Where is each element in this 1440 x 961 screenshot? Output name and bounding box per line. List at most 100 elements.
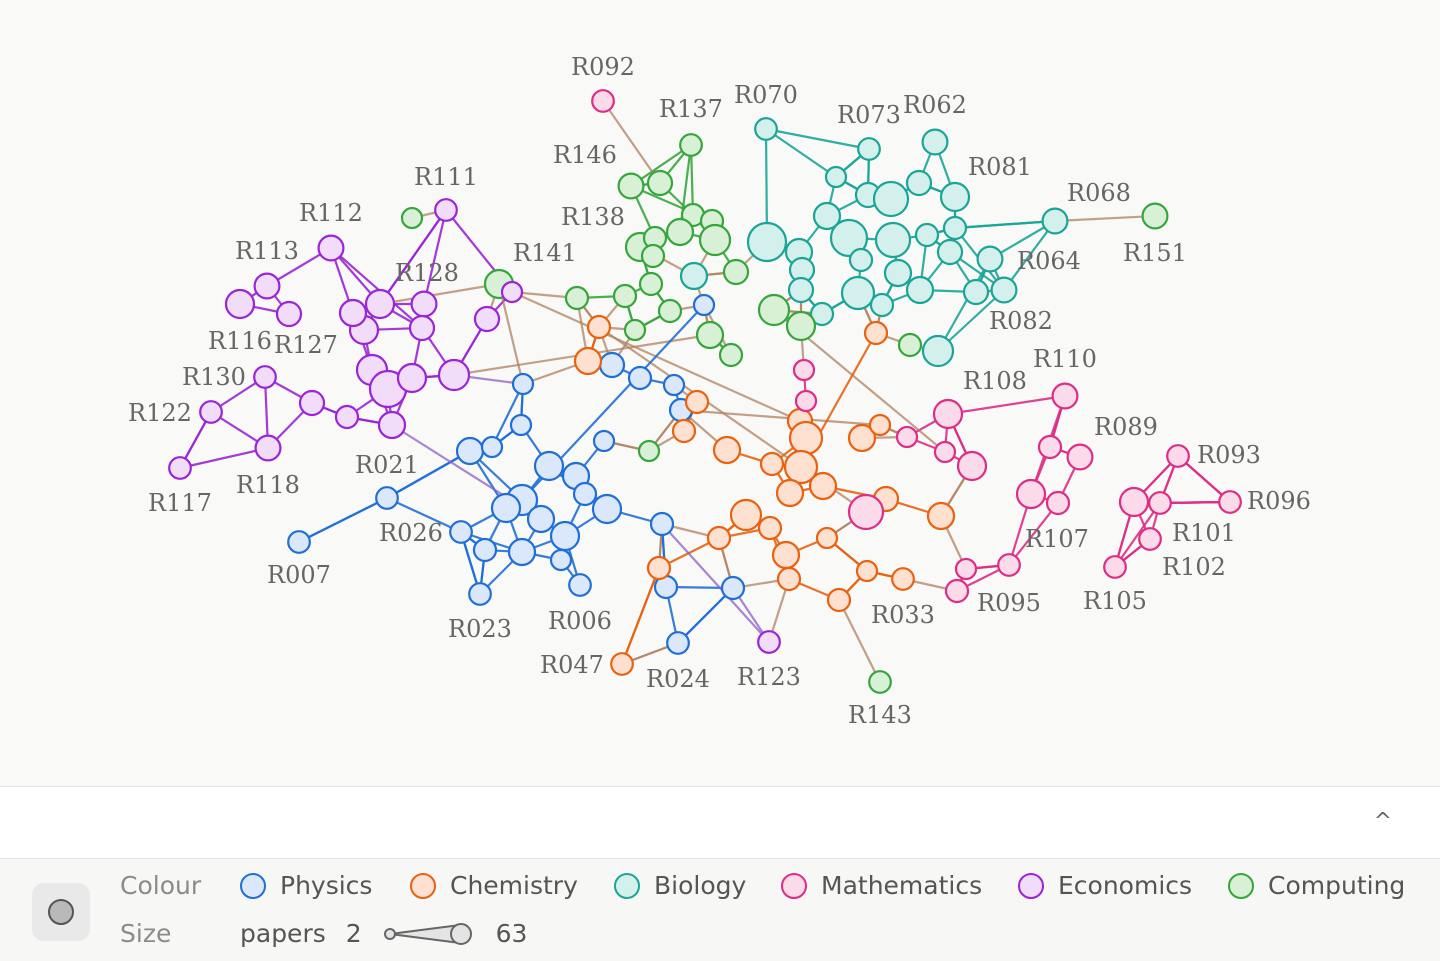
- node[interactable]: [275, 300, 303, 328]
- node[interactable]: [787, 276, 815, 304]
- node[interactable]: [473, 305, 501, 333]
- node[interactable]: [679, 261, 709, 291]
- node[interactable]: [692, 293, 716, 317]
- node[interactable]: [480, 435, 504, 459]
- node[interactable]: [944, 578, 970, 604]
- legend-item-biology[interactable]: Biology: [614, 871, 746, 900]
- node[interactable]: [954, 557, 978, 581]
- node[interactable]: [511, 372, 535, 396]
- node-r021[interactable]: [375, 486, 399, 510]
- node[interactable]: [757, 293, 791, 327]
- legend-item-economics[interactable]: Economics: [1018, 871, 1192, 900]
- node[interactable]: [722, 258, 750, 286]
- network-graph-canvas[interactable]: R092 R137 R070 R073 R062 R081 R068 R151 R064 R082…: [0, 0, 1440, 786]
- node[interactable]: [895, 425, 919, 449]
- node[interactable]: [759, 451, 785, 477]
- node[interactable]: [868, 413, 892, 437]
- node[interactable]: [612, 283, 638, 309]
- node[interactable]: [364, 288, 396, 320]
- node[interactable]: [809, 301, 835, 327]
- node[interactable]: [883, 258, 913, 288]
- node[interactable]: [592, 429, 616, 453]
- node[interactable]: [783, 449, 819, 485]
- node[interactable]: [572, 481, 598, 507]
- node-r073[interactable]: [857, 137, 881, 161]
- node-r047[interactable]: [610, 652, 634, 676]
- node[interactable]: [490, 492, 522, 524]
- node-r062[interactable]: [921, 128, 949, 156]
- node[interactable]: [808, 471, 838, 501]
- node[interactable]: [776, 566, 802, 592]
- node-r026[interactable]: [449, 520, 473, 544]
- node-r146[interactable]: [617, 172, 645, 200]
- node-r033[interactable]: [891, 567, 915, 591]
- node-r137[interactable]: [679, 133, 703, 157]
- node[interactable]: [646, 555, 672, 581]
- node[interactable]: [684, 389, 710, 415]
- node-r143[interactable]: [868, 670, 892, 694]
- node[interactable]: [586, 314, 612, 340]
- node-r113[interactable]: [253, 272, 281, 300]
- node[interactable]: [897, 332, 923, 358]
- node[interactable]: [408, 314, 436, 342]
- node-r064[interactable]: [976, 245, 1004, 273]
- node[interactable]: [564, 285, 590, 311]
- node-r006[interactable]: [568, 573, 592, 597]
- node[interactable]: [729, 498, 763, 532]
- node[interactable]: [646, 169, 674, 197]
- node[interactable]: [933, 440, 957, 464]
- node[interactable]: [757, 515, 783, 541]
- node[interactable]: [665, 217, 695, 247]
- node[interactable]: [869, 292, 895, 318]
- node-r102[interactable]: [1138, 527, 1162, 551]
- node[interactable]: [400, 206, 424, 230]
- node-r112[interactable]: [317, 234, 345, 262]
- node-r081[interactable]: [939, 181, 971, 213]
- node-r082[interactable]: [990, 276, 1018, 304]
- node[interactable]: [847, 423, 877, 453]
- node-r070[interactable]: [754, 117, 778, 141]
- node-r122[interactable]: [199, 400, 223, 424]
- node-r068[interactable]: [1041, 207, 1069, 235]
- legend-item-physics[interactable]: Physics: [240, 871, 372, 900]
- node-r089[interactable]: [1066, 443, 1094, 471]
- node[interactable]: [712, 435, 742, 465]
- node-r107[interactable]: [1015, 478, 1047, 510]
- node[interactable]: [695, 320, 725, 350]
- node[interactable]: [591, 493, 623, 525]
- node[interactable]: [649, 511, 675, 537]
- node[interactable]: [720, 575, 746, 601]
- collapse-chevron-icon[interactable]: ^: [1373, 809, 1392, 834]
- node[interactable]: [455, 436, 485, 466]
- node[interactable]: [509, 413, 533, 437]
- node[interactable]: [874, 221, 912, 259]
- node[interactable]: [623, 318, 647, 342]
- node[interactable]: [698, 223, 732, 257]
- legend-item-chemistry[interactable]: Chemistry: [410, 871, 578, 900]
- node[interactable]: [1118, 486, 1150, 518]
- node[interactable]: [718, 342, 744, 368]
- node[interactable]: [794, 389, 818, 413]
- node[interactable]: [298, 389, 326, 417]
- node[interactable]: [662, 373, 686, 397]
- node[interactable]: [1037, 434, 1063, 460]
- node[interactable]: [872, 180, 910, 218]
- node[interactable]: [775, 478, 805, 508]
- node[interactable]: [549, 548, 573, 572]
- node[interactable]: [785, 310, 817, 342]
- node[interactable]: [638, 271, 664, 297]
- node[interactable]: [627, 365, 653, 391]
- node-r093[interactable]: [1166, 444, 1190, 468]
- node[interactable]: [824, 165, 848, 189]
- node[interactable]: [657, 298, 683, 324]
- node-r024[interactable]: [666, 631, 690, 655]
- node-r130[interactable]: [253, 365, 277, 389]
- node[interactable]: [573, 346, 603, 376]
- node[interactable]: [396, 362, 428, 394]
- network-graph[interactable]: R092 R137 R070 R073 R062 R081 R068 R151 R064 R082…: [0, 0, 1440, 786]
- node[interactable]: [637, 439, 661, 463]
- node[interactable]: [921, 334, 955, 368]
- node-r123[interactable]: [757, 630, 781, 654]
- node[interactable]: [956, 450, 988, 482]
- node[interactable]: [771, 540, 801, 570]
